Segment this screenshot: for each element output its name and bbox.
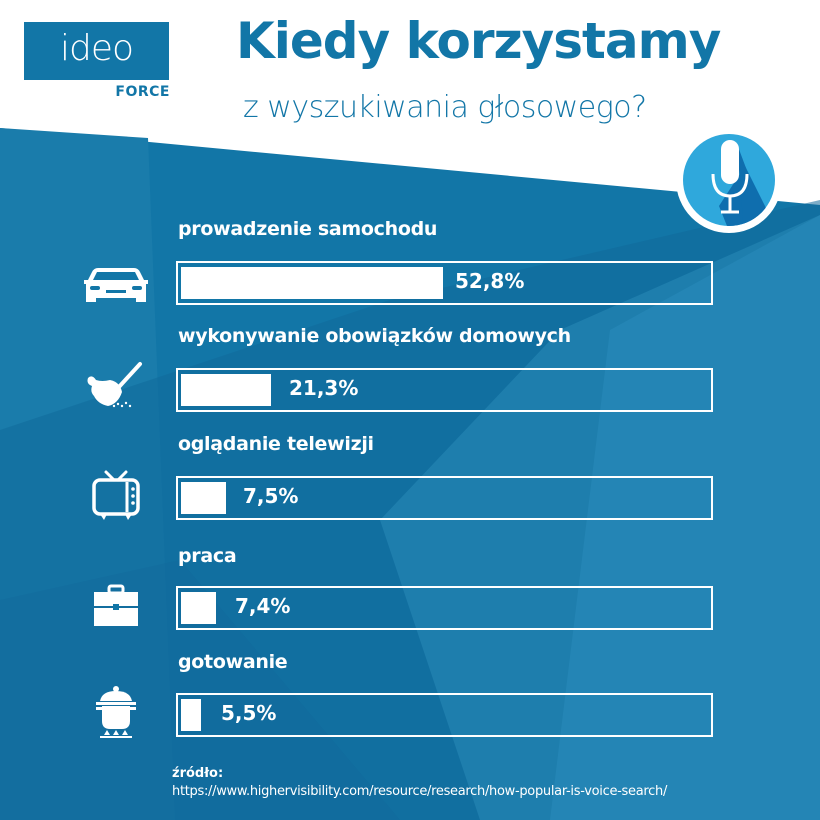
logo-text: ideo (59, 28, 134, 69)
row-label: gotowanie (178, 651, 288, 673)
bar-value: 7,5% (243, 484, 299, 508)
row-label: oglądanie telewizji (178, 433, 374, 455)
row-label: prowadzenie samochodu (178, 218, 438, 240)
bar-fill (181, 482, 226, 514)
briefcase-icon (94, 584, 138, 626)
bar-fill (181, 267, 443, 299)
broom-icon (87, 362, 142, 408)
page-subtitle: z wyszukiwania głosowego? (243, 90, 647, 125)
bar-frame: 7,5% (176, 476, 713, 520)
source-title: źródło: (172, 766, 224, 781)
bar-fill (181, 374, 271, 406)
microphone-icon (676, 127, 782, 233)
bar-value: 7,4% (235, 594, 291, 618)
bar-fill (181, 592, 216, 624)
bar-fill (181, 699, 201, 731)
source-url[interactable]: https://www.highervisibility.com/resourc… (172, 784, 668, 799)
car-icon (84, 268, 148, 302)
logo: ideo (24, 22, 169, 80)
bar-frame: 52,8% (176, 261, 713, 305)
bar-value: 21,3% (289, 376, 359, 400)
tv-icon (92, 470, 140, 520)
bar-value: 52,8% (455, 269, 525, 293)
page-title: Kiedy korzystamy (236, 12, 721, 70)
row-label: wykonywanie obowiązków domowych (178, 325, 571, 347)
bar-frame: 21,3% (176, 368, 713, 412)
cooking-pot-icon (96, 686, 136, 738)
bar-value: 5,5% (221, 701, 277, 725)
logo-subtext: FORCE (115, 84, 170, 100)
row-label: praca (178, 545, 237, 567)
bar-frame: 7,4% (176, 586, 713, 630)
bar-frame: 5,5% (176, 693, 713, 737)
